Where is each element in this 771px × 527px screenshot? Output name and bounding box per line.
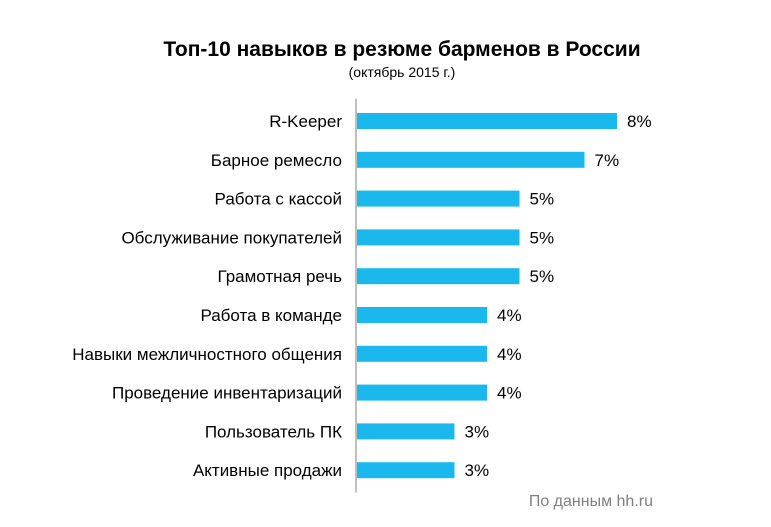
category-label: Работа в команде xyxy=(200,306,342,325)
bar xyxy=(357,268,520,285)
value-label: 5% xyxy=(530,267,555,286)
bar xyxy=(357,229,520,246)
value-label: 5% xyxy=(530,190,555,209)
chart-subtitle: (октябрь 2015 г.) xyxy=(348,64,456,80)
bar xyxy=(357,151,585,168)
category-label: Работа с кассой xyxy=(215,190,342,209)
value-label: 4% xyxy=(497,306,522,325)
category-label: Пользователь ПК xyxy=(205,422,342,441)
category-label: Обслуживание покупателей xyxy=(121,228,342,247)
value-label: 3% xyxy=(465,422,490,441)
value-label: 7% xyxy=(595,151,620,170)
bar xyxy=(357,423,455,440)
value-label: 4% xyxy=(497,384,522,403)
value-label: 3% xyxy=(465,461,490,480)
bar xyxy=(357,384,487,401)
bar xyxy=(357,113,617,129)
bar xyxy=(357,307,487,323)
value-label: 4% xyxy=(497,345,522,364)
category-label: R-Keeper xyxy=(269,112,342,131)
category-label: Проведение инвентаризаций xyxy=(112,384,342,403)
category-label: Активные продажи xyxy=(193,461,342,480)
category-label: Грамотная речь xyxy=(217,267,342,286)
bar xyxy=(357,462,455,479)
value-label: 8% xyxy=(627,112,652,131)
category-label: Навыки межличностного общения xyxy=(72,345,342,364)
category-label: Барное ремесло xyxy=(211,151,342,170)
source-note: По данным hh.ru xyxy=(528,493,653,510)
bars-group: R-Keeper 8% Барное ремесло 7% Работа с кассо… xyxy=(72,112,651,480)
bar xyxy=(357,190,520,207)
value-label: 5% xyxy=(530,228,555,247)
chart-title: Топ-10 навыков в резюме барменов в Росси… xyxy=(163,38,641,61)
bar xyxy=(357,345,487,362)
